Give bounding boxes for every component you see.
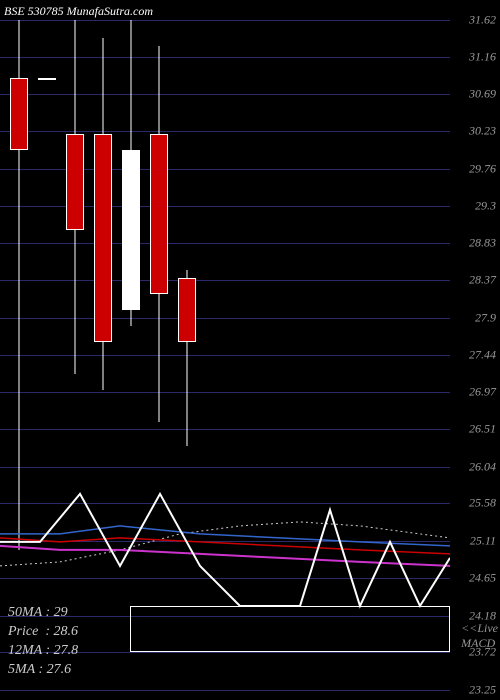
candle-body <box>122 150 140 310</box>
candlestick <box>66 20 84 374</box>
y-tick-label: 28.83 <box>469 236 496 251</box>
gridline <box>0 392 450 393</box>
y-tick-label: 26.97 <box>469 385 496 400</box>
y-tick-label: 31.16 <box>469 49 496 64</box>
ma5-value: 5MA : 27.6 <box>8 661 78 680</box>
y-tick-label: 29.3 <box>475 198 496 213</box>
gridline <box>0 503 450 504</box>
y-tick-label: 30.69 <box>469 87 496 102</box>
y-tick-label: 26.51 <box>469 422 496 437</box>
plot-area <box>0 0 450 700</box>
y-tick-label: 31.62 <box>469 13 496 28</box>
y-tick-label: 28.37 <box>469 273 496 288</box>
candle-body <box>150 134 168 294</box>
gridline <box>0 467 450 468</box>
candlestick <box>10 20 28 550</box>
macd-region-box <box>130 606 450 652</box>
price-info-box: 50MA : 29 Price : 28.6 12MA : 27.8 5MA :… <box>8 604 78 680</box>
macd-indicator-label: <<Live MACD <box>461 621 498 650</box>
candle-body <box>66 134 84 230</box>
candle-body <box>178 278 196 342</box>
gridline <box>0 578 450 579</box>
candlestick <box>150 46 168 422</box>
y-tick-label: 29.76 <box>469 161 496 176</box>
ma-line <box>0 546 450 566</box>
y-tick-label: 27.9 <box>475 310 496 325</box>
gridline <box>0 429 450 430</box>
y-axis: 31.62 31.16 30.69 30.23 29.76 29.3 28.83 28.37 2… <box>450 0 496 700</box>
ma-line <box>0 494 450 606</box>
price-value: Price : 28.6 <box>8 623 78 642</box>
candle-body <box>10 78 28 150</box>
y-tick-label: 25.11 <box>470 534 496 549</box>
ma-line <box>0 522 450 566</box>
stock-chart: BSE 530785 MunafaSutra.com 31.62 31.16 30.… <box>0 0 500 700</box>
y-tick-label: 26.04 <box>469 459 496 474</box>
candlestick <box>178 270 196 446</box>
candlestick <box>94 38 112 390</box>
candle-body <box>38 78 56 80</box>
y-tick-label: 23.25 <box>469 683 496 698</box>
y-tick-label: 30.23 <box>469 124 496 139</box>
ma12-value: 12MA : 27.8 <box>8 642 78 661</box>
candle-body <box>94 134 112 342</box>
y-tick-label: 27.44 <box>469 347 496 362</box>
watermark-text: BSE 530785 MunafaSutra.com <box>4 4 153 19</box>
ma50-value: 50MA : 29 <box>8 604 78 623</box>
y-tick-label: 25.58 <box>469 496 496 511</box>
candlestick <box>122 20 140 326</box>
gridline <box>0 690 450 691</box>
y-tick-label: 24.65 <box>469 570 496 585</box>
gridline <box>0 541 450 542</box>
ma-line <box>0 526 450 546</box>
